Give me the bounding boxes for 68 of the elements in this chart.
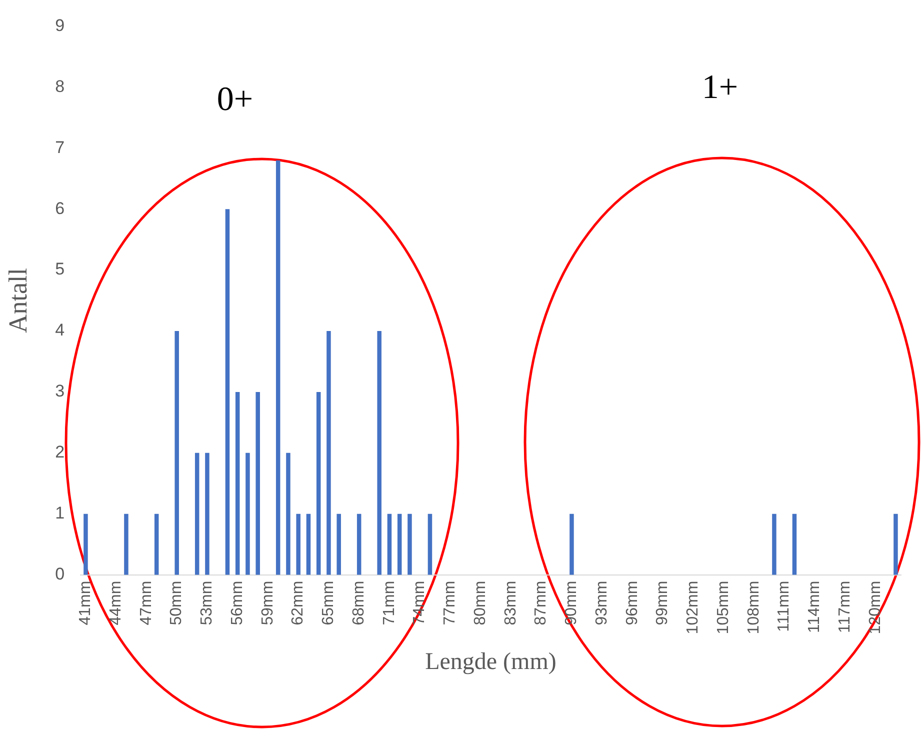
x-tick-label: 47mm	[138, 580, 155, 626]
x-tick-label: 87mm	[532, 580, 550, 626]
x-tick-label: 114mm	[806, 580, 824, 634]
bar	[772, 514, 776, 575]
bar	[894, 514, 898, 575]
y-tick-label: 2	[55, 442, 65, 462]
bar	[387, 514, 392, 575]
bar	[174, 331, 179, 575]
bar	[792, 514, 797, 575]
x-tick-label: 93mm	[593, 580, 610, 626]
y-tick-label: 5	[55, 260, 65, 279]
x-tick-label: 77mm	[442, 580, 459, 626]
x-tick-label: 74mm	[411, 580, 428, 626]
bar	[194, 452, 200, 575]
annotation: 1+	[702, 69, 738, 107]
bar	[286, 452, 290, 575]
x-tick-label: 53mm	[198, 580, 216, 626]
y-tick-label: 9	[55, 16, 65, 35]
y-tick-label: 0	[55, 564, 65, 584]
x-tick-label: 56mm	[229, 580, 246, 626]
x-tick-label: 83mm	[502, 580, 520, 626]
bar	[225, 209, 230, 575]
x-tick-label: 96mm	[624, 580, 641, 626]
bar	[256, 392, 260, 575]
bar	[377, 331, 382, 575]
x-tick-label: 105mm	[714, 580, 732, 634]
bar	[428, 514, 432, 575]
x-tick-label: 68mm	[350, 580, 368, 626]
x-tick-label: 71mm	[380, 580, 398, 626]
bar	[235, 392, 240, 575]
y-tick-label: 4	[55, 320, 65, 340]
bar	[326, 331, 331, 575]
x-tick-label: 90mm	[563, 580, 580, 626]
x-tick-label: 117mm	[836, 580, 854, 634]
x-tick-label: 111mm	[776, 580, 793, 632]
x-tick-label: 65mm	[320, 580, 338, 626]
x-tick-label: 44mm	[108, 580, 124, 626]
y-tick-label: 7	[55, 138, 65, 157]
bar	[408, 514, 412, 575]
y-tick-label: 1	[55, 504, 65, 523]
bar	[246, 452, 250, 575]
x-tick-label: 120mm	[866, 580, 884, 634]
x-tick-label: 62mm	[290, 580, 307, 626]
y-axis-title: Antall	[3, 268, 32, 334]
x-tick-label: 102mm	[684, 580, 702, 634]
bar	[316, 392, 321, 575]
bar	[356, 514, 362, 575]
bar	[124, 514, 128, 575]
x-axis-title: Lengde (mm)	[425, 648, 556, 675]
bar	[276, 160, 280, 575]
x-tick-label: 80mm	[472, 580, 489, 626]
annotation: 0+	[216, 81, 254, 119]
bar	[570, 514, 574, 575]
y-tick-label: 6	[55, 198, 65, 218]
bar	[336, 514, 341, 575]
bar	[397, 514, 402, 575]
x-tick-label: 50mm	[168, 580, 186, 626]
x-tick-label: 108mm	[745, 580, 762, 634]
bar	[154, 514, 159, 575]
y-tick-label: 8	[55, 76, 65, 96]
bar	[296, 514, 300, 575]
x-tick-label: 59mm	[259, 580, 276, 626]
bar	[84, 514, 88, 575]
x-tick-label: 41mm	[77, 580, 94, 626]
y-tick-label: 3	[55, 382, 65, 401]
bar	[205, 452, 210, 575]
bar	[306, 514, 311, 575]
x-tick-label: 99mm	[654, 580, 672, 626]
